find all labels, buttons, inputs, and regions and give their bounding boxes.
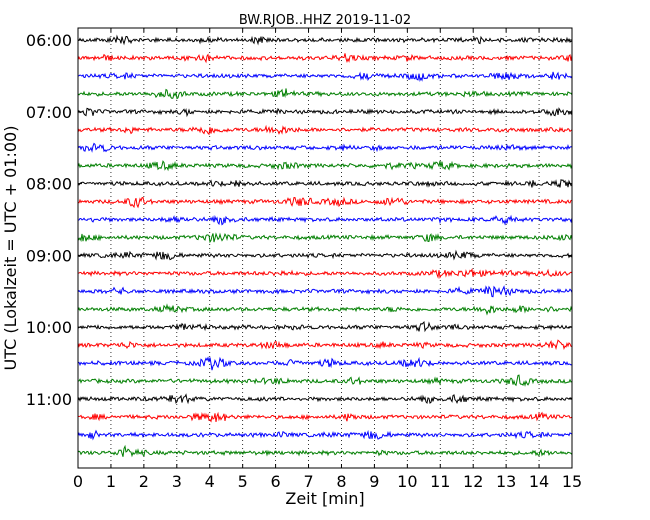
trace-0700 [77, 107, 573, 118]
vertical-grid [110, 28, 540, 468]
trace-1115 [77, 411, 573, 423]
x-tick-label-12: 12 [463, 472, 483, 491]
trace-0745 [77, 160, 573, 172]
trace-0930 [77, 285, 573, 298]
x-tick-label-0: 0 [73, 472, 83, 491]
chart-title: BW.RJOB..HHZ 2019-11-02 [239, 13, 411, 28]
trace-0645 [77, 88, 573, 100]
y-axis-label: UTC (Lokalzeit = UTC + 01:00) [1, 126, 20, 371]
x-tick-label-11: 11 [430, 472, 450, 491]
x-tick-label-2: 2 [139, 472, 149, 491]
x-tick-label-13: 13 [496, 472, 516, 491]
trace-0730 [77, 142, 573, 153]
trace-0845 [77, 232, 573, 244]
trace-1015 [77, 339, 573, 351]
x-tick-label-9: 9 [369, 472, 379, 491]
x-tick-label-8: 8 [336, 472, 346, 491]
trace-0815 [77, 196, 573, 209]
plot-background [78, 28, 572, 468]
trace-0630 [77, 71, 573, 83]
y-tick-label-3: 09:00 [26, 246, 72, 265]
x-tick-label-4: 4 [205, 472, 215, 491]
trace-1130 [77, 429, 573, 441]
x-tick-label-10: 10 [397, 472, 417, 491]
x-tick-label-14: 14 [529, 472, 549, 491]
x-tick-label-3: 3 [172, 472, 182, 491]
trace-1030 [77, 356, 573, 371]
x-axis-label: Zeit [min] [285, 489, 364, 508]
y-tick-label-4: 10:00 [26, 318, 72, 337]
trace-0800 [77, 179, 573, 188]
plot-frame [77, 27, 573, 469]
y-tick-label-5: 11:00 [26, 390, 72, 409]
x-tick-label-6: 6 [271, 472, 281, 491]
y-tick-label-0: 06:00 [26, 31, 72, 50]
trace-1145 [77, 444, 573, 458]
x-tick-label-1: 1 [106, 472, 116, 491]
x-tick-label-5: 5 [238, 472, 248, 491]
trace-0900 [77, 249, 573, 261]
y-axis-ticks: 06:00 07:00 08:00 09:00 10:00 11:00 [26, 31, 572, 409]
y-tick-label-2: 08:00 [26, 175, 72, 194]
y-tick-label-1: 07:00 [26, 103, 72, 122]
traces [77, 34, 573, 458]
trace-0830 [77, 214, 573, 226]
trace-0915 [77, 268, 573, 279]
trace-0615 [77, 53, 573, 64]
x-tick-label-7: 7 [303, 472, 313, 491]
trace-1100 [77, 393, 573, 405]
trace-1000 [77, 320, 573, 333]
x-tick-label-15: 15 [562, 472, 582, 491]
trace-0945 [77, 303, 573, 316]
trace-0600 [77, 34, 573, 46]
x-axis-ticks: 0 1 2 3 4 5 6 7 8 9 10 11 12 13 14 15 [73, 28, 582, 491]
trace-0715 [77, 124, 573, 136]
trace-1045 [77, 374, 573, 387]
